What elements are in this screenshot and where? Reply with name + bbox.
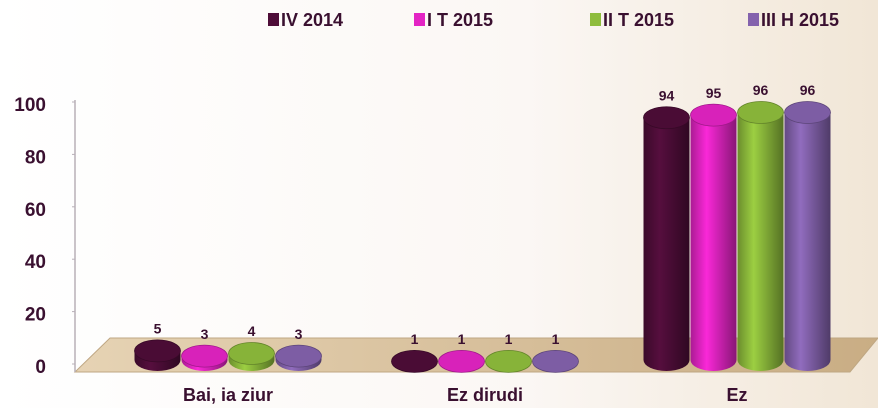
- y-tick-label: 80: [25, 147, 46, 168]
- legend-swatch: [414, 13, 425, 26]
- y-tick-label: 0: [35, 357, 46, 378]
- value-label: 94: [659, 87, 675, 103]
- y-tick-label: 60: [25, 200, 46, 221]
- legend-label: II T 2015: [603, 10, 674, 30]
- value-label: 4: [248, 323, 256, 339]
- value-label: 1: [505, 331, 513, 347]
- cylinder: [784, 101, 831, 371]
- x-tick-label: Ez dirudi: [447, 385, 523, 405]
- y-tick-label: 40: [25, 252, 46, 273]
- value-label: 1: [458, 331, 466, 347]
- cylinder-top: [737, 101, 784, 124]
- cylinder: [690, 104, 737, 371]
- y-tick-label: 20: [25, 305, 46, 326]
- value-label: 96: [800, 82, 816, 98]
- value-label: 1: [411, 331, 419, 347]
- cylinder-top: [532, 349, 579, 373]
- legend-swatch: [748, 13, 759, 26]
- y-tick-label: 100: [14, 95, 46, 116]
- cylinder-top: [391, 349, 438, 373]
- value-label: 96: [753, 82, 769, 98]
- cylinder-top: [438, 349, 485, 373]
- legend-label: I T 2015: [427, 10, 493, 30]
- value-label: 1: [552, 331, 560, 347]
- cylinder-top: [784, 101, 831, 124]
- cylinder-top: [485, 349, 532, 373]
- cylinder-top: [134, 339, 181, 363]
- x-tick-label: Ez: [726, 385, 747, 405]
- legend-swatch: [268, 13, 279, 26]
- cylinder-top: [275, 344, 322, 368]
- value-label: 5: [154, 321, 162, 337]
- legend-label: III H 2015: [761, 10, 839, 30]
- cylinder-top: [228, 342, 275, 365]
- cylinder: [643, 106, 690, 371]
- value-label: 3: [295, 326, 303, 342]
- legend-label: IV 2014: [281, 10, 343, 30]
- value-label: 95: [706, 85, 722, 101]
- legend-swatch: [590, 13, 601, 26]
- value-label: 3: [201, 326, 209, 342]
- cylinder-top: [181, 344, 228, 368]
- cylinder-top: [643, 106, 690, 130]
- cylinder: [737, 101, 784, 371]
- x-tick-label: Bai, ia ziur: [183, 385, 273, 405]
- cylinder-top: [690, 103, 737, 127]
